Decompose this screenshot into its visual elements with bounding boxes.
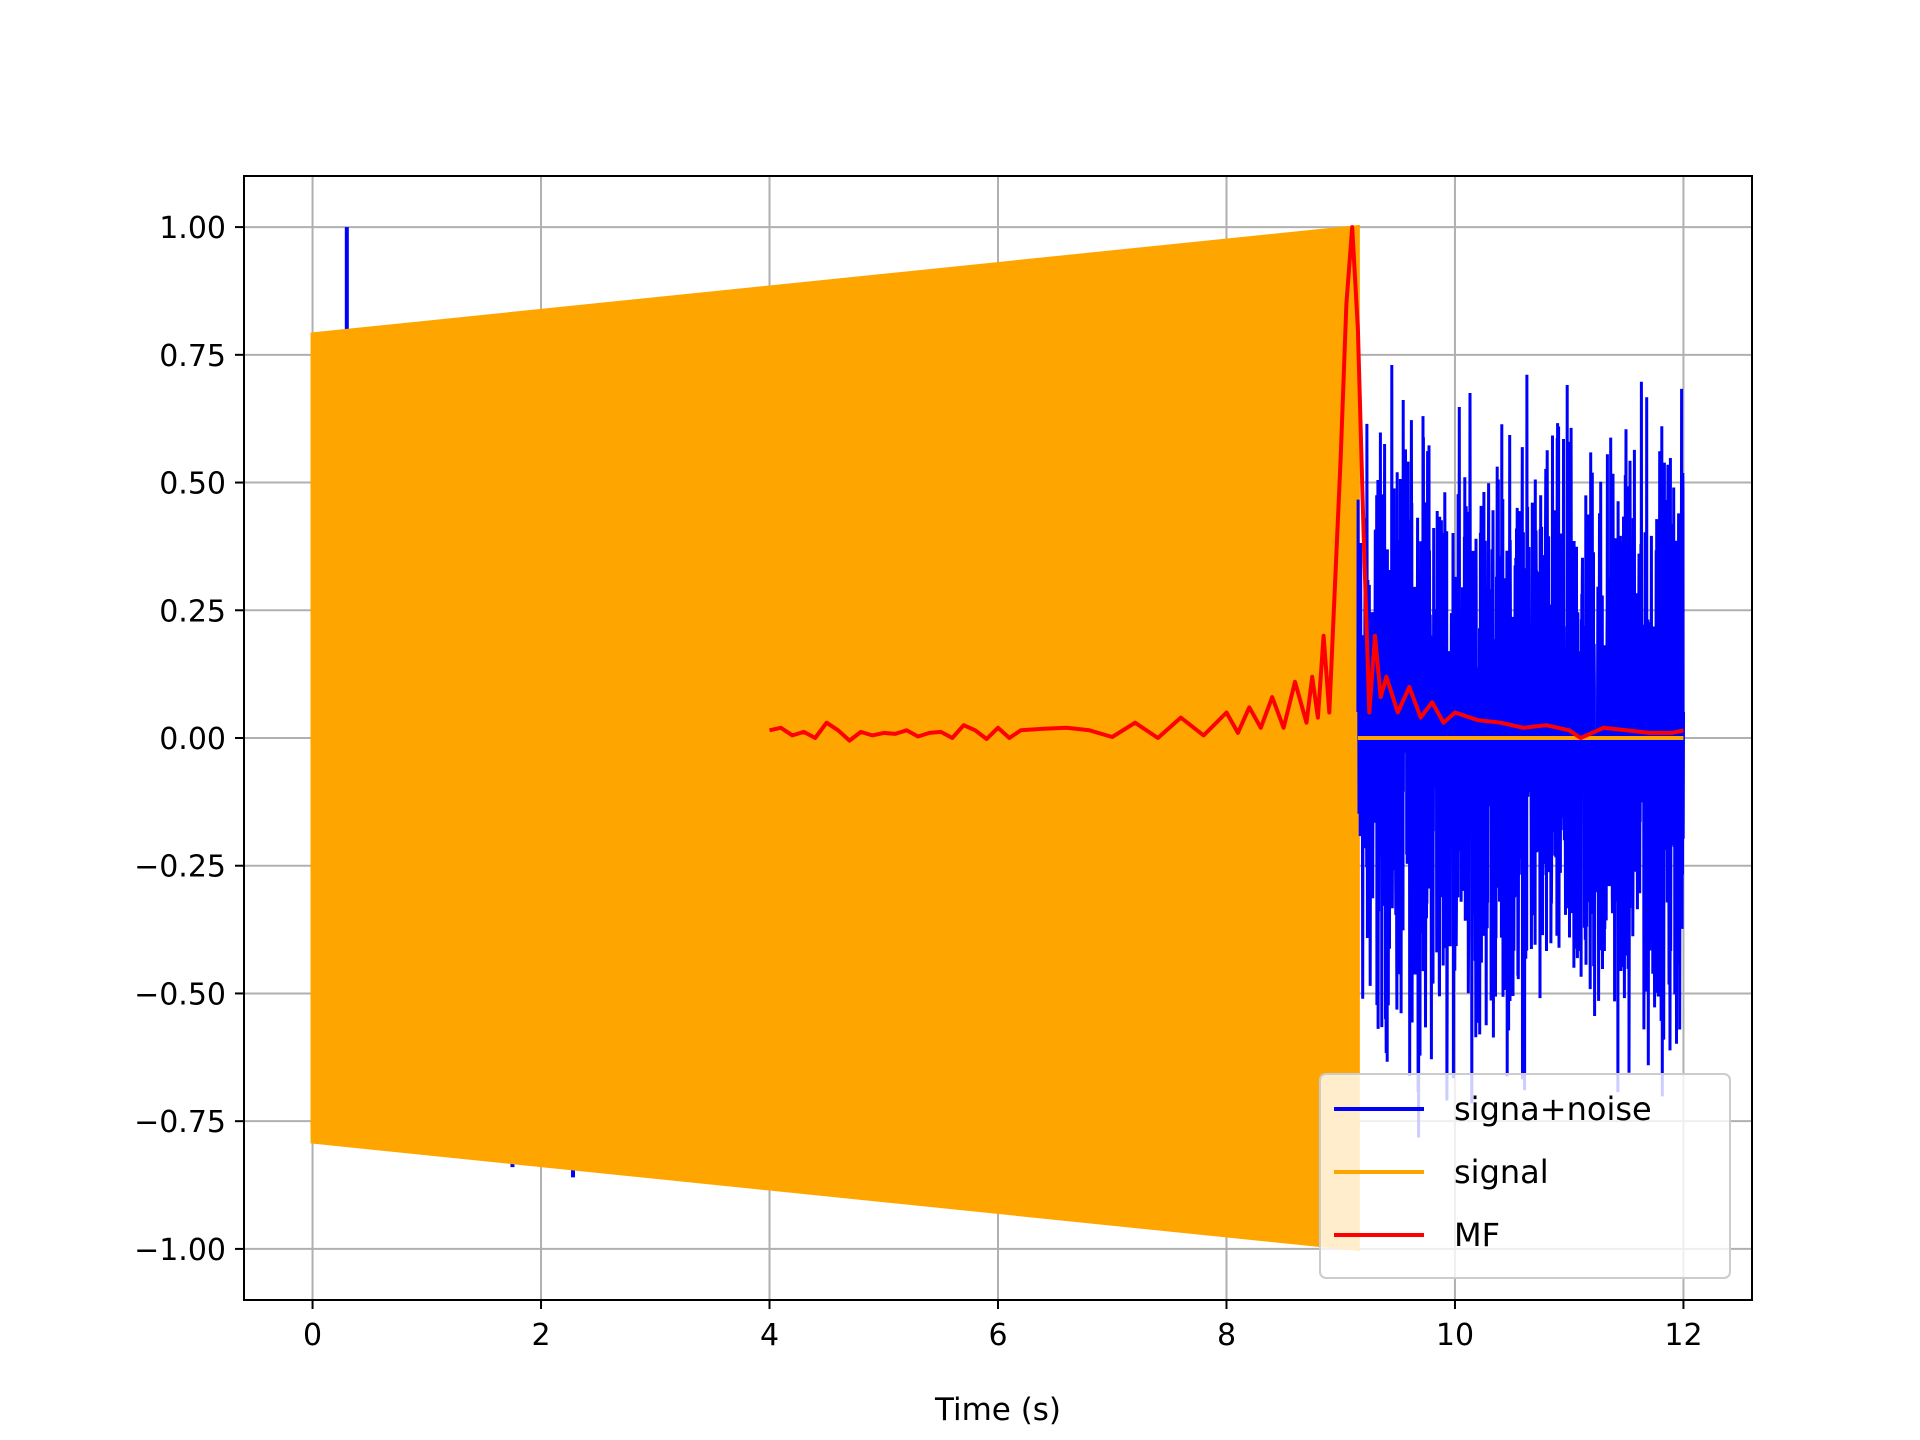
series-layer	[310, 224, 1685, 1252]
y-tick-label: −0.75	[134, 1105, 226, 1140]
mf-line	[769, 225, 1684, 743]
signal-oscillation-band	[310, 224, 1360, 1252]
y-tick-label: 0.75	[159, 339, 226, 374]
signal-noise-trace	[1356, 364, 1685, 1138]
y-tick-label: −0.50	[134, 977, 226, 1012]
x-tick-label: 8	[1217, 1318, 1236, 1353]
y-tick-label: 0.25	[159, 594, 226, 629]
legend-label-signal: signal	[1454, 1153, 1549, 1191]
y-tick-label: −0.25	[134, 850, 226, 885]
x-tick-label: 10	[1436, 1318, 1474, 1353]
legend-box	[1319, 1073, 1731, 1279]
x-tick-label: 4	[760, 1318, 779, 1353]
x-tick-label: 6	[988, 1318, 1007, 1353]
legend-label-mf: MF	[1454, 1216, 1500, 1254]
y-axis: 1.00 0.75 0.50 0.25 0.00 −0.25 −0.50 −0.75 −1.00	[134, 211, 244, 1268]
y-tick-label: −1.00	[134, 1233, 226, 1268]
y-tick-label: 0.00	[159, 722, 226, 757]
legend-label-signa-noise: signa+noise	[1454, 1090, 1652, 1128]
x-tick-label: 12	[1664, 1318, 1702, 1353]
legend: signa+noise signal MF	[1319, 1073, 1731, 1279]
y-tick-label: 1.00	[159, 211, 226, 246]
x-tick-label: 0	[303, 1318, 322, 1353]
y-tick-label: 0.50	[159, 467, 226, 502]
x-axis-label: Time (s)	[934, 1392, 1061, 1428]
x-tick-label: 2	[531, 1318, 550, 1353]
x-axis: 0 2 4 6 8 10 12	[303, 1300, 1703, 1353]
